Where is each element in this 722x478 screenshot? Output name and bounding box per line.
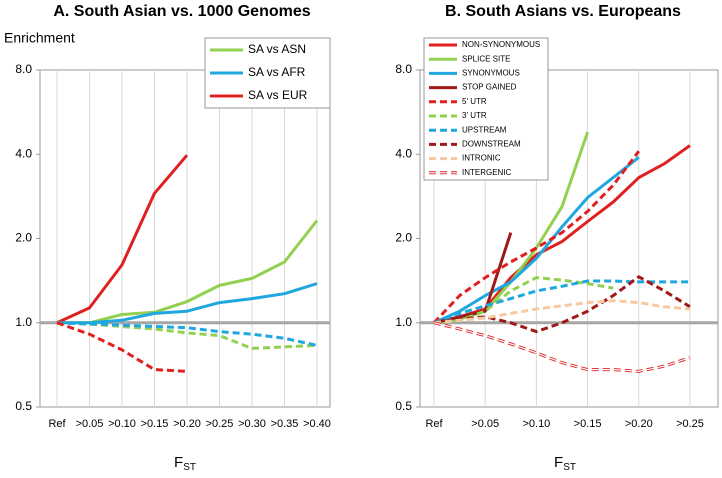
y-tick-label: 2.0 — [15, 231, 32, 245]
y-tick-label: 0.5 — [395, 399, 412, 413]
legend-label: INTERGENIC — [462, 168, 512, 177]
x-tick-label: >0.30 — [238, 418, 266, 430]
x-tick-label: Ref — [48, 418, 66, 430]
legend-label: 3' UTR — [462, 111, 487, 120]
series-line — [433, 299, 691, 325]
x-tick-label: >0.15 — [141, 418, 169, 430]
chart-title: A. South Asian vs. 1000 Genomes — [53, 3, 310, 20]
legend-label: DOWNSTREAM — [462, 140, 521, 149]
x-axis-label-sub: ST — [183, 462, 196, 473]
series-line-inner — [433, 322, 691, 373]
series-line — [56, 321, 188, 373]
legend-label: NON-SYNONYMOUS — [462, 40, 540, 49]
x-tick-label: >0.25 — [206, 418, 234, 430]
y-tick-label: 1.0 — [15, 315, 32, 329]
series-line — [433, 321, 691, 373]
x-tick-label: >0.05 — [471, 418, 499, 430]
x-tick-label: >0.10 — [522, 418, 550, 430]
y-tick-label: 2.0 — [395, 231, 412, 245]
series-line — [433, 279, 690, 325]
x-tick-label: >0.15 — [574, 418, 602, 430]
y-tick-label: 8.0 — [15, 62, 32, 76]
series-line — [433, 156, 640, 325]
legend-label: UPSTREAM — [462, 125, 507, 134]
x-axis-label-sub: ST — [563, 462, 576, 473]
x-axis-label-main: F — [174, 454, 183, 471]
x-axis-label: FST — [554, 454, 576, 473]
series-line — [433, 276, 614, 325]
x-tick-label: >0.20 — [173, 418, 201, 430]
x-tick-label: >0.35 — [271, 418, 299, 430]
chart-title: B. South Asians vs. Europeans — [445, 3, 681, 20]
legend-label: 5' UTR — [462, 97, 487, 106]
y-tick-label: 4.0 — [395, 146, 412, 160]
plot-area — [39, 69, 331, 408]
series-line — [57, 219, 319, 325]
y-tick-label: 1.0 — [395, 315, 412, 329]
series-line — [432, 150, 640, 324]
legend-label: SA vs ASN — [248, 42, 306, 56]
x-tick-label: >0.10 — [108, 418, 136, 430]
series-line — [57, 282, 318, 325]
x-tick-label: Ref — [425, 418, 443, 430]
legend — [423, 37, 549, 181]
y-tick-label: 4.0 — [15, 146, 32, 160]
legend-label: SYNONYMOUS — [462, 69, 520, 78]
series-line — [433, 275, 691, 334]
legend-label: STOP GAINED — [462, 83, 517, 92]
y-axis-label: Enrichment — [4, 30, 75, 46]
y-tick-label: 8.0 — [395, 62, 412, 76]
x-axis-label: FST — [174, 454, 196, 473]
x-tick-label: >0.40 — [303, 418, 331, 430]
legend-label: INTRONIC — [462, 154, 501, 163]
x-axis-label-main: F — [554, 454, 563, 471]
x-tick-label: >0.25 — [676, 418, 704, 430]
x-tick-label: >0.20 — [625, 418, 653, 430]
legend-label: SA vs EUR — [248, 88, 308, 102]
legend-label: SA vs AFR — [248, 65, 306, 79]
legend-label: SPLICE SITE — [462, 54, 510, 63]
y-tick-label: 0.5 — [15, 399, 32, 413]
x-tick-label: >0.05 — [76, 418, 104, 430]
series-line — [56, 154, 189, 325]
